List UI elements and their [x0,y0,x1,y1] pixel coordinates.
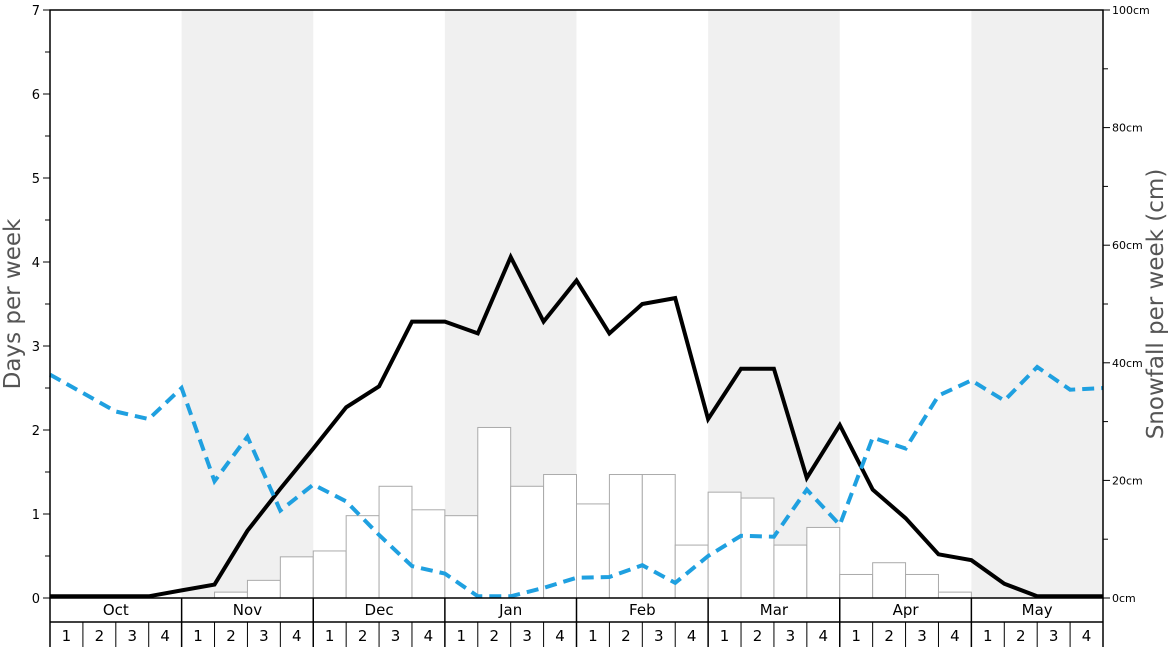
week-label: 4 [292,627,302,645]
snowfall-bar [279,556,314,599]
month-label-oct: Oct [103,601,129,619]
x-axis-layer: Oct 1 2 3 4 Nov 1 2 3 4 Dec 1 2 3 4 Jan 1 2 3 4 Feb 1 2 3 4 Mar 1 2… [49,598,1104,647]
week-label: 1 [851,627,861,645]
week-label: 3 [1049,627,1059,645]
month-label-apr: Apr [893,601,920,619]
month-label-jan: Jan [498,601,522,619]
snowfall-bar [773,544,808,599]
snowfall-bar [576,503,610,599]
snowfall-bar [246,579,281,599]
week-label: 2 [95,627,105,645]
snowfall-bar [214,591,248,599]
week-label: 4 [1082,627,1092,645]
snowfall-bar [839,573,874,599]
snowfall-bar [872,562,907,599]
week-label: 1 [325,627,335,645]
snowfall-bar [937,591,972,599]
month-shading-layer [181,10,1103,598]
snowfall-bar [477,426,512,599]
left-tick-label: 4 [32,256,40,271]
week-label: 4 [555,627,565,645]
week-label: 2 [1016,627,1026,645]
snowfall-bar [345,515,380,599]
week-label: 1 [62,627,72,645]
left-tick-label: 2 [32,424,40,439]
snowfall-bars-layer [214,426,972,599]
left-tick-label: 7 [32,4,40,19]
snowfall-bar [905,573,939,599]
right-tick-label: 100cm [1112,4,1150,17]
week-label: 2 [358,627,368,645]
snowfall-bar [411,509,446,599]
month-label-nov: Nov [233,601,262,619]
week-label: 4 [687,627,697,645]
snowfall-bar [740,497,775,599]
month-label-feb: Feb [629,601,656,619]
left-tick-label: 3 [32,340,40,355]
week-label: 4 [819,627,829,645]
dashed-line-series [49,364,1104,599]
month-label-dec: Dec [365,601,394,619]
right-tick-label: 80cm [1112,122,1143,135]
week-label: 1 [588,627,598,645]
week-label: 4 [160,627,170,645]
week-label: 3 [917,627,927,645]
right-tick-label: 20cm [1112,474,1143,487]
snowfall-bar [641,474,676,599]
right-tick-label: 40cm [1112,357,1143,370]
week-label: 2 [753,627,763,645]
lines-layer [49,252,1104,599]
week-label: 2 [621,627,631,645]
week-label: 1 [193,627,203,645]
left-tick-label: 6 [32,88,40,103]
snowfall-bar [608,474,643,599]
week-label: 1 [720,627,730,645]
tick-layer: 0 1 2 3 4 5 6 7 0cm 20cm 40cm 60cm 80cm 100cm [32,4,1150,607]
month-shade-may [971,10,1103,598]
snowfall-bar [806,526,841,599]
month-label-may: May [1022,601,1053,619]
week-label: 1 [457,627,467,645]
week-label: 3 [391,627,401,645]
right-tick-label: 0cm [1112,592,1136,605]
week-label: 4 [424,627,434,645]
week-label: 3 [127,627,137,645]
week-label: 3 [522,627,532,645]
right-tick-label: 60cm [1112,239,1143,252]
month-shade-nov [181,10,314,598]
week-label: 3 [654,627,664,645]
days-line-series [50,252,1103,599]
y-axis-left-title: Days per week [0,218,26,389]
week-label: 3 [786,627,796,645]
left-tick-label: 5 [32,172,40,187]
left-tick-label: 1 [32,508,40,523]
snowfall-bar [510,485,545,599]
week-label: 1 [983,627,993,645]
week-label: 2 [884,627,894,645]
week-label: 3 [259,627,269,645]
week-label: 4 [950,627,960,645]
left-tick-label: 0 [32,592,40,607]
snowfall-bar [312,550,347,599]
week-label: 2 [489,627,499,645]
month-label-mar: Mar [760,601,789,619]
y-axis-right-title: Snowfall per week (cm) [1143,169,1168,440]
week-label: 2 [226,627,236,645]
